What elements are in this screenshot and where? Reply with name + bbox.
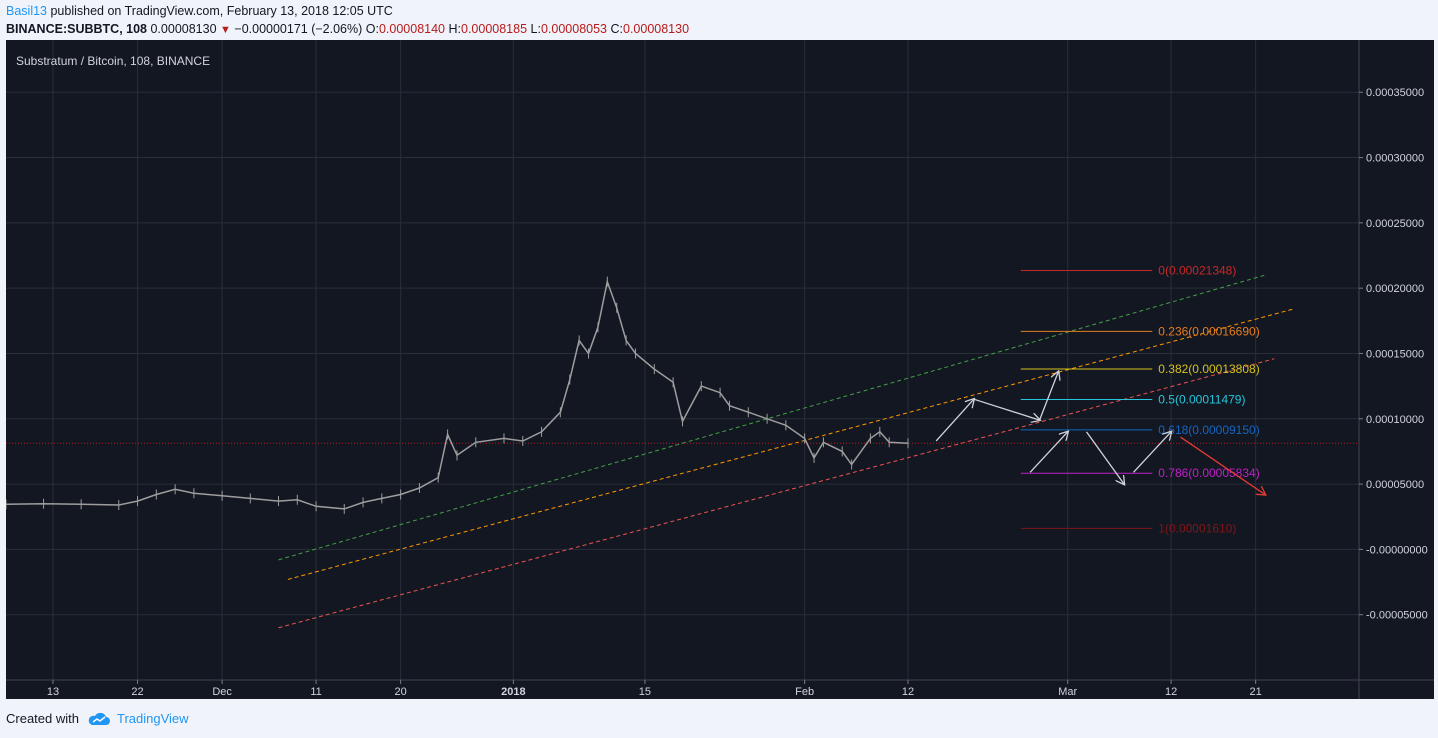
time-axis[interactable]: 13 22 Dec 11 20 2018 15 Feb 12 Mar 12 21 [6, 679, 1434, 698]
fib-level-label: 0.5(0.00011479) [1158, 392, 1245, 406]
x-tick-label: Dec [212, 686, 232, 698]
projection-arrows [935, 372, 1265, 495]
fib-level-label: 0.618(0.00009150) [1158, 423, 1259, 437]
channel-line [278, 358, 1275, 629]
close-label: C: [610, 22, 624, 36]
tradingview-brand[interactable]: TradingView [116, 711, 189, 726]
x-tick-label: 12 [902, 686, 914, 698]
created-with-label: Created with [6, 711, 79, 726]
chart-title: Substratum / Bitcoin, 108, BINANCE [16, 54, 210, 68]
x-tick-label: 13 [47, 686, 59, 698]
projection-arrow [935, 399, 974, 442]
projection-arrow [1085, 431, 1125, 484]
last-price: 0.00008130 [150, 22, 217, 36]
author-link[interactable]: Basil13 [6, 4, 47, 18]
projection-arrow [1133, 432, 1172, 473]
y-tick-label: -0.00005000 [1366, 610, 1428, 622]
trend-channels [6, 274, 1359, 629]
x-tick-label: Feb [795, 686, 814, 698]
x-tick-label: 2018 [501, 686, 525, 698]
fib-level-label: 0.786(0.00005834) [1158, 466, 1259, 480]
cloud-icon [88, 712, 110, 725]
low-value: 0.00008053 [540, 22, 608, 36]
projection-arrow [1029, 432, 1068, 473]
y-tick-label: -0.00000000 [1366, 544, 1428, 556]
x-tick-label: 22 [131, 686, 143, 698]
grid-lines [6, 40, 1359, 680]
projection-arrow [973, 398, 1040, 420]
y-tick-label: 0.00035000 [1366, 87, 1424, 99]
y-tick-label: 0.00020000 [1366, 283, 1424, 295]
price-axis[interactable]: 0.00035000 0.00030000 0.00025000 0.00020000… [1358, 40, 1428, 699]
tradingview-logo[interactable]: TradingView [87, 711, 189, 726]
channel-line [278, 274, 1266, 561]
y-tick-label: 0.00025000 [1366, 218, 1424, 230]
chart-header: Basil13 published on TradingView.com, Fe… [6, 2, 689, 39]
price-chart[interactable]: Substratum / Bitcoin, 108, BINANCE 0(0.0… [6, 40, 1434, 699]
projection-arrow [1038, 372, 1059, 421]
high-value: 0.00008185 [461, 22, 528, 36]
fib-level-label: 0.236(0.00016690) [1158, 324, 1259, 338]
open-label: O: [365, 22, 379, 36]
ohlc-line: BINANCE:SUBBTC, 108 0.00008130 ▼ −0.0000… [6, 20, 689, 39]
x-tick-label: 21 [1250, 686, 1262, 698]
fib-level-label: 1(0.00001610) [1158, 521, 1236, 535]
x-tick-label: 15 [639, 686, 651, 698]
high-label: H: [448, 22, 462, 36]
x-tick-label: Mar [1058, 686, 1077, 698]
x-tick-label: 11 [310, 686, 321, 698]
footer: Created with TradingView [6, 711, 189, 726]
y-tick-label: 0.00015000 [1366, 348, 1424, 360]
channel-line [287, 308, 1294, 580]
fib-level-label: 0(0.00021348) [1158, 264, 1236, 278]
close-value: 0.00008130 [623, 22, 690, 36]
y-tick-label: 0.00010000 [1366, 414, 1424, 426]
price-candles [6, 276, 909, 514]
x-tick-label: 20 [395, 686, 407, 698]
x-tick-label: 12 [1165, 686, 1177, 698]
price-change: −0.00000171 (−2.06%) [234, 22, 363, 36]
price-line [6, 278, 909, 510]
y-tick-label: 0.00005000 [1366, 479, 1424, 491]
fib-level-label: 0.382(0.00013808) [1158, 362, 1259, 376]
publish-line: Basil13 published on TradingView.com, Fe… [6, 2, 689, 20]
fibonacci-levels: 0(0.00021348) 0.236(0.00016690) 0.382(0.00… [1020, 264, 1260, 535]
low-label: L: [530, 22, 541, 36]
open-value: 0.00008140 [378, 22, 446, 36]
published-text: published on TradingView.com, February 1… [47, 4, 393, 18]
chart-area[interactable]: Substratum / Bitcoin, 108, BINANCE 0(0.0… [6, 40, 1434, 699]
y-tick-label: 0.00030000 [1366, 153, 1424, 165]
bearish-arrow [1180, 436, 1265, 494]
down-arrow-icon: ▼ [220, 24, 231, 36]
symbol-label: BINANCE:SUBBTC, 108 [6, 22, 147, 36]
